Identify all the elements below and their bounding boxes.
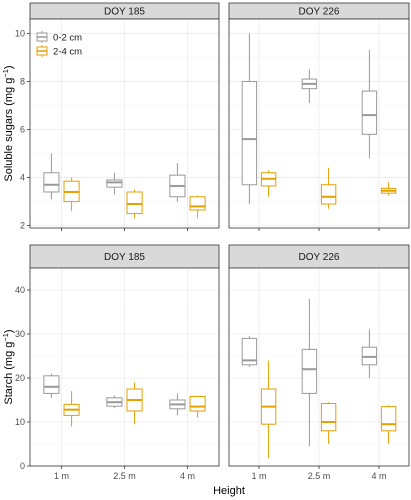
box-2-4 cm-1m [260,170,277,197]
box-0-2 cm-4m [361,50,378,159]
box-0-2 cm-2.5m [301,69,318,104]
box-2-4 cm-2.5m [320,402,337,444]
box-2-4 cm-2.5m [126,189,143,219]
panel-strip-title: DOY 226 [299,252,340,263]
box-2-4 cm-2.5m [126,382,143,425]
box-2-4 cm-2.5m [320,167,337,209]
box-iqr [126,191,143,215]
y-axis-titles: Soluble sugars (mg g−1) Starch (mg g−1) [1,65,16,404]
panel-strip-title: DOY 185 [104,7,145,18]
y-tick-label: 2 [20,221,25,231]
x-tick-label: 2.5 m [308,471,331,481]
y-tick-label: 6 [20,125,25,135]
x-tick-label: 2.5 m [113,471,136,481]
panel-strip-title: DOY 185 [104,252,145,263]
box-2-4 cm-4m [380,182,397,196]
box-iqr [106,179,123,188]
box-0-2 cm-2.5m [106,395,123,408]
legend-label: 2-4 cm [53,47,82,58]
box-0-2 cm-2.5m [106,172,123,195]
legend-entry-0-2 cm: 0-2 cm [36,31,82,44]
box-iqr [43,172,60,193]
box-0-2 cm-1m [43,373,60,398]
box-iqr [241,80,258,186]
y-axis-title: Starch (mg g−1) [1,329,16,404]
box-2-4 cm-1m [260,360,277,459]
legend-entry-2-4 cm: 2-4 cm [36,45,82,58]
y-tick-label: 40 [15,285,25,295]
legend-label: 0-2 cm [53,33,82,44]
y-tick-label: 8 [20,76,25,86]
box-2-4 cm-4m [189,395,206,418]
box-iqr [43,375,60,394]
box-iqr [189,395,206,412]
box-iqr [241,337,258,366]
x-tick-label: 1 m [251,471,266,481]
x-tick-label: 1 m [54,471,69,481]
panel-sugars-doy-226: DOY 226 [228,2,410,231]
box-iqr [189,196,206,211]
panels-layer: DOY 185 2 4 6 8 10 DOY 226 DOY 185 0 10 20 30 40 1 m 2… [15,2,410,481]
box-iqr [301,348,318,394]
y-axis-title: Soluble sugars (mg g−1) [1,65,16,181]
y-tick-label: 10 [15,417,25,427]
box-iqr [320,403,337,432]
box-2-4 cm-4m [380,405,397,444]
box-0-2 cm-1m [241,336,258,367]
box-2-4 cm-1m [63,391,80,427]
box-iqr [380,406,397,432]
x-tick-label: 4 m [180,471,195,481]
y-tick-label: 10 [15,28,25,38]
panel-starch-doy-226: DOY 226 1 m 2.5 m 4 m [228,244,410,481]
panel-sugars-doy-185: DOY 185 2 4 6 8 10 [15,2,220,231]
box-iqr [320,184,337,205]
box-iqr [361,90,378,135]
y-tick-label: 0 [20,461,25,471]
box-2-4 cm-4m [189,195,206,219]
box-0-2 cm-4m [169,163,186,202]
panel-strip-title: DOY 226 [299,7,340,18]
x-tick-label: 4 m [371,471,386,481]
box-0-2 cm-1m [43,153,60,200]
box-0-2 cm-4m [169,393,186,416]
y-tick-label: 20 [15,373,25,383]
x-axis-title: Height [213,485,245,497]
y-tick-label: 4 [20,173,25,183]
box-0-2 cm-2.5m [301,298,318,447]
box-2-4 cm-1m [63,177,80,212]
box-0-2 cm-4m [361,329,378,378]
panel-starch-doy-185: DOY 185 0 10 20 30 40 1 m 2.5 m 4 m [15,244,220,481]
legend: 0-2 cm 2-4 cm [36,31,82,58]
box-0-2 cm-1m [241,33,258,204]
y-tick-label: 30 [15,329,25,339]
